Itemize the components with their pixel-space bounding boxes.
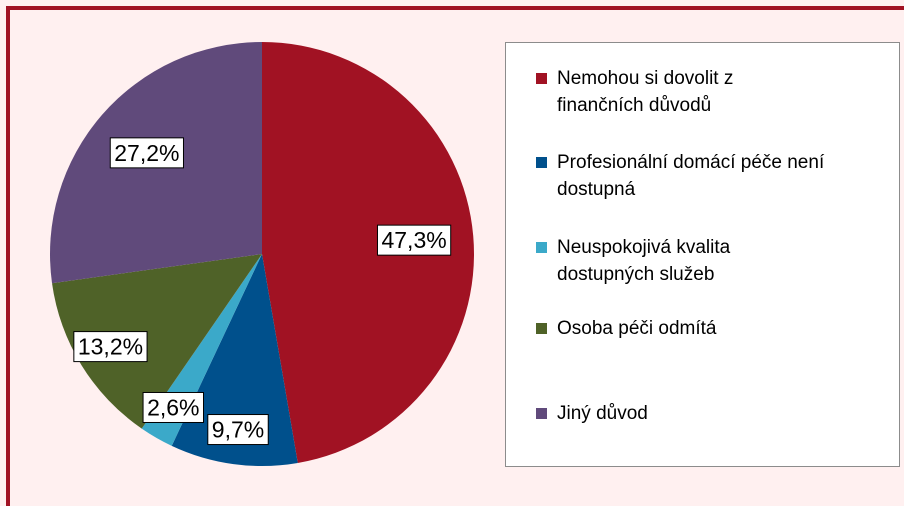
data-label-box: [207, 414, 269, 446]
legend-item: Jiný důvod: [536, 400, 887, 427]
legend-label: Osoba péči odmítá: [557, 318, 717, 339]
data-label-text: 2,6%: [147, 394, 199, 420]
data-label: 9,7%: [207, 414, 269, 446]
legend-label: Neuspokojivá kvalita dostupných služeb: [557, 237, 731, 285]
legend-label: Jiný důvod: [557, 403, 648, 424]
data-label-text: 9,7%: [212, 417, 264, 443]
data-label: 27,2%: [109, 137, 184, 169]
legend-swatch: [536, 73, 547, 84]
legend-item: Neuspokojivá kvalita dostupných služeb: [536, 234, 817, 288]
data-label-text: 47,3%: [381, 227, 446, 253]
data-label-text: 13,2%: [78, 334, 143, 360]
data-label-text: 27,2%: [114, 140, 179, 166]
data-label: 13,2%: [73, 331, 148, 363]
frame: [6, 6, 904, 506]
legend: Nemohou si dovolit z finančních důvodů Pr…: [505, 42, 900, 467]
pie-slice: [262, 42, 475, 463]
legend-item: Profesionální domácí péče není dostupná: [536, 149, 887, 203]
data-label: 2,6%: [142, 391, 205, 423]
data-label-box: [142, 391, 205, 423]
legend-item: Osoba péči odmítá: [536, 315, 887, 342]
legend-item: Nemohou si dovolit z finančních důvodů: [536, 65, 797, 119]
legend-label: Profesionální domácí péče není dostupná: [557, 152, 825, 200]
legend-swatch: [536, 242, 547, 253]
data-label: 47,3%: [376, 224, 452, 256]
pie-slice: [52, 254, 262, 429]
legend-swatch: [536, 408, 547, 419]
legend-swatch: [536, 157, 547, 168]
data-label-box: [109, 137, 184, 169]
data-label-box: [376, 224, 452, 256]
legend-swatch: [536, 323, 547, 334]
data-label-box: [73, 331, 148, 363]
legend-label: Nemohou si dovolit z finančních důvodů: [557, 68, 734, 116]
